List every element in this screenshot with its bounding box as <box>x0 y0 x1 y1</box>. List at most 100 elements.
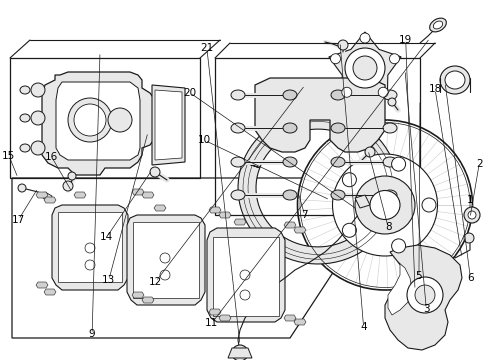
Ellipse shape <box>355 176 415 234</box>
Circle shape <box>343 223 356 237</box>
Text: 4: 4 <box>360 322 367 332</box>
Circle shape <box>464 233 474 243</box>
Polygon shape <box>284 222 296 228</box>
Text: 11: 11 <box>205 318 219 328</box>
Circle shape <box>68 98 112 142</box>
Text: 5: 5 <box>416 271 422 282</box>
Ellipse shape <box>231 90 245 100</box>
Text: 1: 1 <box>467 195 474 205</box>
Ellipse shape <box>370 190 400 220</box>
Circle shape <box>464 207 480 223</box>
Ellipse shape <box>331 190 345 200</box>
Circle shape <box>360 33 370 43</box>
Circle shape <box>31 141 45 155</box>
Circle shape <box>422 198 436 212</box>
Ellipse shape <box>283 90 297 100</box>
Circle shape <box>31 83 45 97</box>
Polygon shape <box>127 215 205 305</box>
Polygon shape <box>219 315 231 321</box>
Polygon shape <box>294 319 306 325</box>
Ellipse shape <box>20 86 30 94</box>
Text: 17: 17 <box>12 215 25 225</box>
Ellipse shape <box>430 18 446 32</box>
Circle shape <box>392 239 406 253</box>
Ellipse shape <box>231 190 245 200</box>
Ellipse shape <box>20 114 30 122</box>
Text: 8: 8 <box>385 222 392 232</box>
Polygon shape <box>284 315 296 321</box>
Polygon shape <box>155 90 182 160</box>
Polygon shape <box>385 245 462 350</box>
Circle shape <box>160 270 170 280</box>
Circle shape <box>388 98 396 106</box>
Text: 6: 6 <box>467 273 474 283</box>
Text: 20: 20 <box>184 88 196 98</box>
Polygon shape <box>74 192 86 198</box>
Polygon shape <box>52 205 128 290</box>
Polygon shape <box>219 212 231 218</box>
Ellipse shape <box>383 123 397 133</box>
Text: 2: 2 <box>476 159 483 169</box>
Circle shape <box>63 181 73 191</box>
Text: 16: 16 <box>45 152 58 162</box>
Circle shape <box>331 54 341 64</box>
Polygon shape <box>132 292 144 298</box>
Polygon shape <box>142 192 154 198</box>
Polygon shape <box>207 228 285 322</box>
Circle shape <box>468 211 476 219</box>
Ellipse shape <box>331 123 345 133</box>
Polygon shape <box>133 222 199 298</box>
Text: 19: 19 <box>399 35 413 45</box>
Circle shape <box>68 172 76 180</box>
Ellipse shape <box>297 120 472 290</box>
Ellipse shape <box>440 66 470 94</box>
Polygon shape <box>56 82 140 160</box>
Circle shape <box>240 270 250 280</box>
Ellipse shape <box>283 190 297 200</box>
Ellipse shape <box>331 90 345 100</box>
Polygon shape <box>36 282 48 288</box>
Text: 13: 13 <box>102 275 116 285</box>
Polygon shape <box>209 207 221 213</box>
Text: 3: 3 <box>423 304 430 314</box>
Polygon shape <box>238 112 398 264</box>
Text: 9: 9 <box>89 329 96 339</box>
Circle shape <box>343 173 356 187</box>
Circle shape <box>160 253 170 263</box>
Polygon shape <box>388 262 412 315</box>
Circle shape <box>232 345 248 360</box>
Polygon shape <box>209 309 221 315</box>
Polygon shape <box>234 219 246 225</box>
Circle shape <box>85 243 95 253</box>
Circle shape <box>365 147 375 157</box>
Polygon shape <box>42 72 155 175</box>
Polygon shape <box>44 289 56 295</box>
Circle shape <box>390 54 399 64</box>
Polygon shape <box>228 348 252 358</box>
Circle shape <box>240 290 250 300</box>
Text: 12: 12 <box>149 276 163 287</box>
Circle shape <box>342 87 352 97</box>
Ellipse shape <box>331 157 345 167</box>
Circle shape <box>392 157 406 171</box>
Text: 7: 7 <box>301 210 308 220</box>
Text: 21: 21 <box>200 42 214 53</box>
Polygon shape <box>58 212 122 282</box>
Polygon shape <box>154 205 166 211</box>
Ellipse shape <box>231 123 245 133</box>
Polygon shape <box>213 237 279 316</box>
Circle shape <box>85 260 95 270</box>
Ellipse shape <box>20 144 30 152</box>
Ellipse shape <box>383 90 397 100</box>
Polygon shape <box>294 227 306 233</box>
Circle shape <box>18 184 26 192</box>
Circle shape <box>353 56 377 80</box>
Text: 18: 18 <box>428 84 442 94</box>
Polygon shape <box>43 192 52 202</box>
Polygon shape <box>142 297 154 303</box>
Ellipse shape <box>283 123 297 133</box>
Text: 14: 14 <box>100 232 114 242</box>
Polygon shape <box>255 78 385 152</box>
Circle shape <box>407 277 443 313</box>
Polygon shape <box>36 192 48 198</box>
